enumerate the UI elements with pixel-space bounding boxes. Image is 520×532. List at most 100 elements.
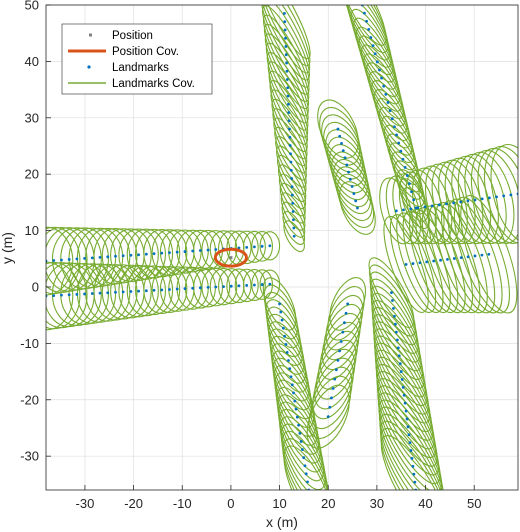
landmark-point — [290, 193, 294, 197]
landmark-cov-ellipse — [265, 299, 302, 358]
landmark-point — [331, 387, 335, 390]
landmark-point — [292, 234, 296, 238]
landmark-point — [405, 417, 409, 421]
landmark-cov-ellipse — [259, 231, 281, 261]
landmark-point — [129, 290, 133, 293]
landmark-point — [446, 257, 449, 261]
landmark-point — [175, 287, 179, 291]
legend-position-marker — [89, 33, 92, 37]
landmark-point — [106, 291, 110, 295]
landmark-cov-ellipse — [278, 401, 325, 482]
plot-data — [46, 5, 518, 490]
landmark-cov-ellipse — [280, 423, 330, 490]
landmark-cov-ellipse — [377, 392, 442, 490]
landmark-cov-ellipse — [308, 375, 352, 439]
landmark-point — [283, 28, 287, 32]
landmark-cov-ellipse — [281, 430, 331, 490]
landmark-point — [75, 257, 79, 261]
x-tick-label: 20 — [321, 496, 335, 511]
landmark-cov-ellipse — [118, 228, 159, 281]
landmark-cov-ellipse — [372, 307, 425, 389]
landmark-point — [480, 253, 484, 257]
landmark-point — [390, 291, 393, 295]
landmark-cov-ellipse — [274, 372, 318, 446]
landmark-cov-ellipse — [453, 196, 510, 314]
landmark-point — [398, 362, 402, 366]
x-tick-label: 10 — [272, 496, 286, 511]
landmark-point — [452, 201, 455, 205]
landmark-point — [121, 254, 125, 258]
landmark-cov-ellipse — [46, 226, 74, 296]
landmark-point — [106, 255, 110, 259]
landmark-cov-ellipse — [366, 62, 406, 127]
y-tick-label: -10 — [20, 336, 39, 351]
landmark-point — [289, 160, 293, 164]
legend-entry-landmarks-cov: Landmarks Cov. — [68, 78, 195, 90]
landmark-cov-ellipse — [151, 229, 188, 277]
position-layer — [213, 247, 248, 268]
landmark-point — [412, 198, 416, 202]
landmark-cov-ellipse — [372, 314, 427, 398]
landmark-point — [369, 36, 373, 39]
landmark-cov-ellipse — [126, 265, 167, 317]
landmark-point — [341, 330, 345, 334]
landmark-point — [473, 198, 477, 202]
legend-position-cov-label: Position Cov. — [112, 46, 179, 58]
legend-landmarks-cov-label: Landmarks Cov. — [112, 78, 195, 90]
landmark-cov-ellipse — [46, 262, 88, 329]
landmark-point — [459, 256, 463, 260]
x-tick-label: 40 — [418, 496, 432, 511]
landmark-point — [423, 205, 427, 209]
landmark-point — [371, 44, 375, 48]
landmark-point — [356, 206, 359, 210]
landmark-cov-ellipse — [348, 5, 394, 76]
landmark-point — [480, 197, 484, 201]
landmark-point — [459, 200, 463, 204]
landmark-point — [285, 61, 288, 65]
position-cov-ellipse — [213, 247, 248, 268]
landmark-point — [191, 249, 195, 253]
landmark-point — [410, 457, 414, 460]
landmark-cov-ellipse — [51, 262, 102, 327]
landmark-point — [222, 285, 225, 289]
landmark-cov-ellipse — [383, 215, 429, 313]
landmark-point — [295, 415, 299, 419]
landmark-point — [60, 293, 63, 297]
landmark-point — [245, 283, 249, 287]
landmark-point — [229, 284, 233, 288]
landmark-point — [137, 253, 141, 257]
landmark-cov-ellipse — [251, 269, 273, 300]
landmark-point — [237, 284, 241, 288]
landmark-point — [350, 185, 354, 188]
landmark-point — [287, 119, 291, 123]
landmark-point — [268, 282, 272, 286]
landmark-point — [67, 293, 71, 297]
landmark-point — [214, 285, 218, 289]
landmark-cov-ellipse — [428, 203, 481, 314]
landmark-cov-ellipse — [415, 207, 466, 314]
x-tick-label: 50 — [467, 496, 481, 511]
landmark-point — [121, 290, 125, 294]
landmark-point — [509, 193, 513, 197]
landmark-point — [340, 142, 343, 145]
landmark-point — [391, 299, 394, 302]
landmark-point — [114, 290, 117, 294]
landmark-cov-ellipse — [85, 263, 131, 322]
landmark-cov-ellipse — [46, 261, 81, 330]
landmark-point — [304, 472, 308, 476]
landmark-point — [326, 415, 330, 419]
landmark-point — [289, 152, 292, 156]
axis-ticks: -30 -20 -10 0 10 20 30 40 50 -30 -20 -10 0 10 20 30 40 50 — [20, 0, 481, 511]
landmark-cov-ellipse — [46, 261, 74, 331]
landmark-cov-ellipse — [373, 328, 429, 415]
landmark-point — [290, 177, 294, 180]
landmark-point — [160, 251, 164, 255]
landmark-cov-ellipse — [378, 406, 445, 490]
landmark-cov-ellipse — [118, 264, 159, 318]
landmark-point — [345, 163, 349, 167]
landmark-point — [129, 253, 133, 257]
landmark-point — [83, 257, 86, 260]
legend-entry-landmarks: Landmarks — [87, 62, 169, 74]
landmark-point — [399, 149, 403, 153]
